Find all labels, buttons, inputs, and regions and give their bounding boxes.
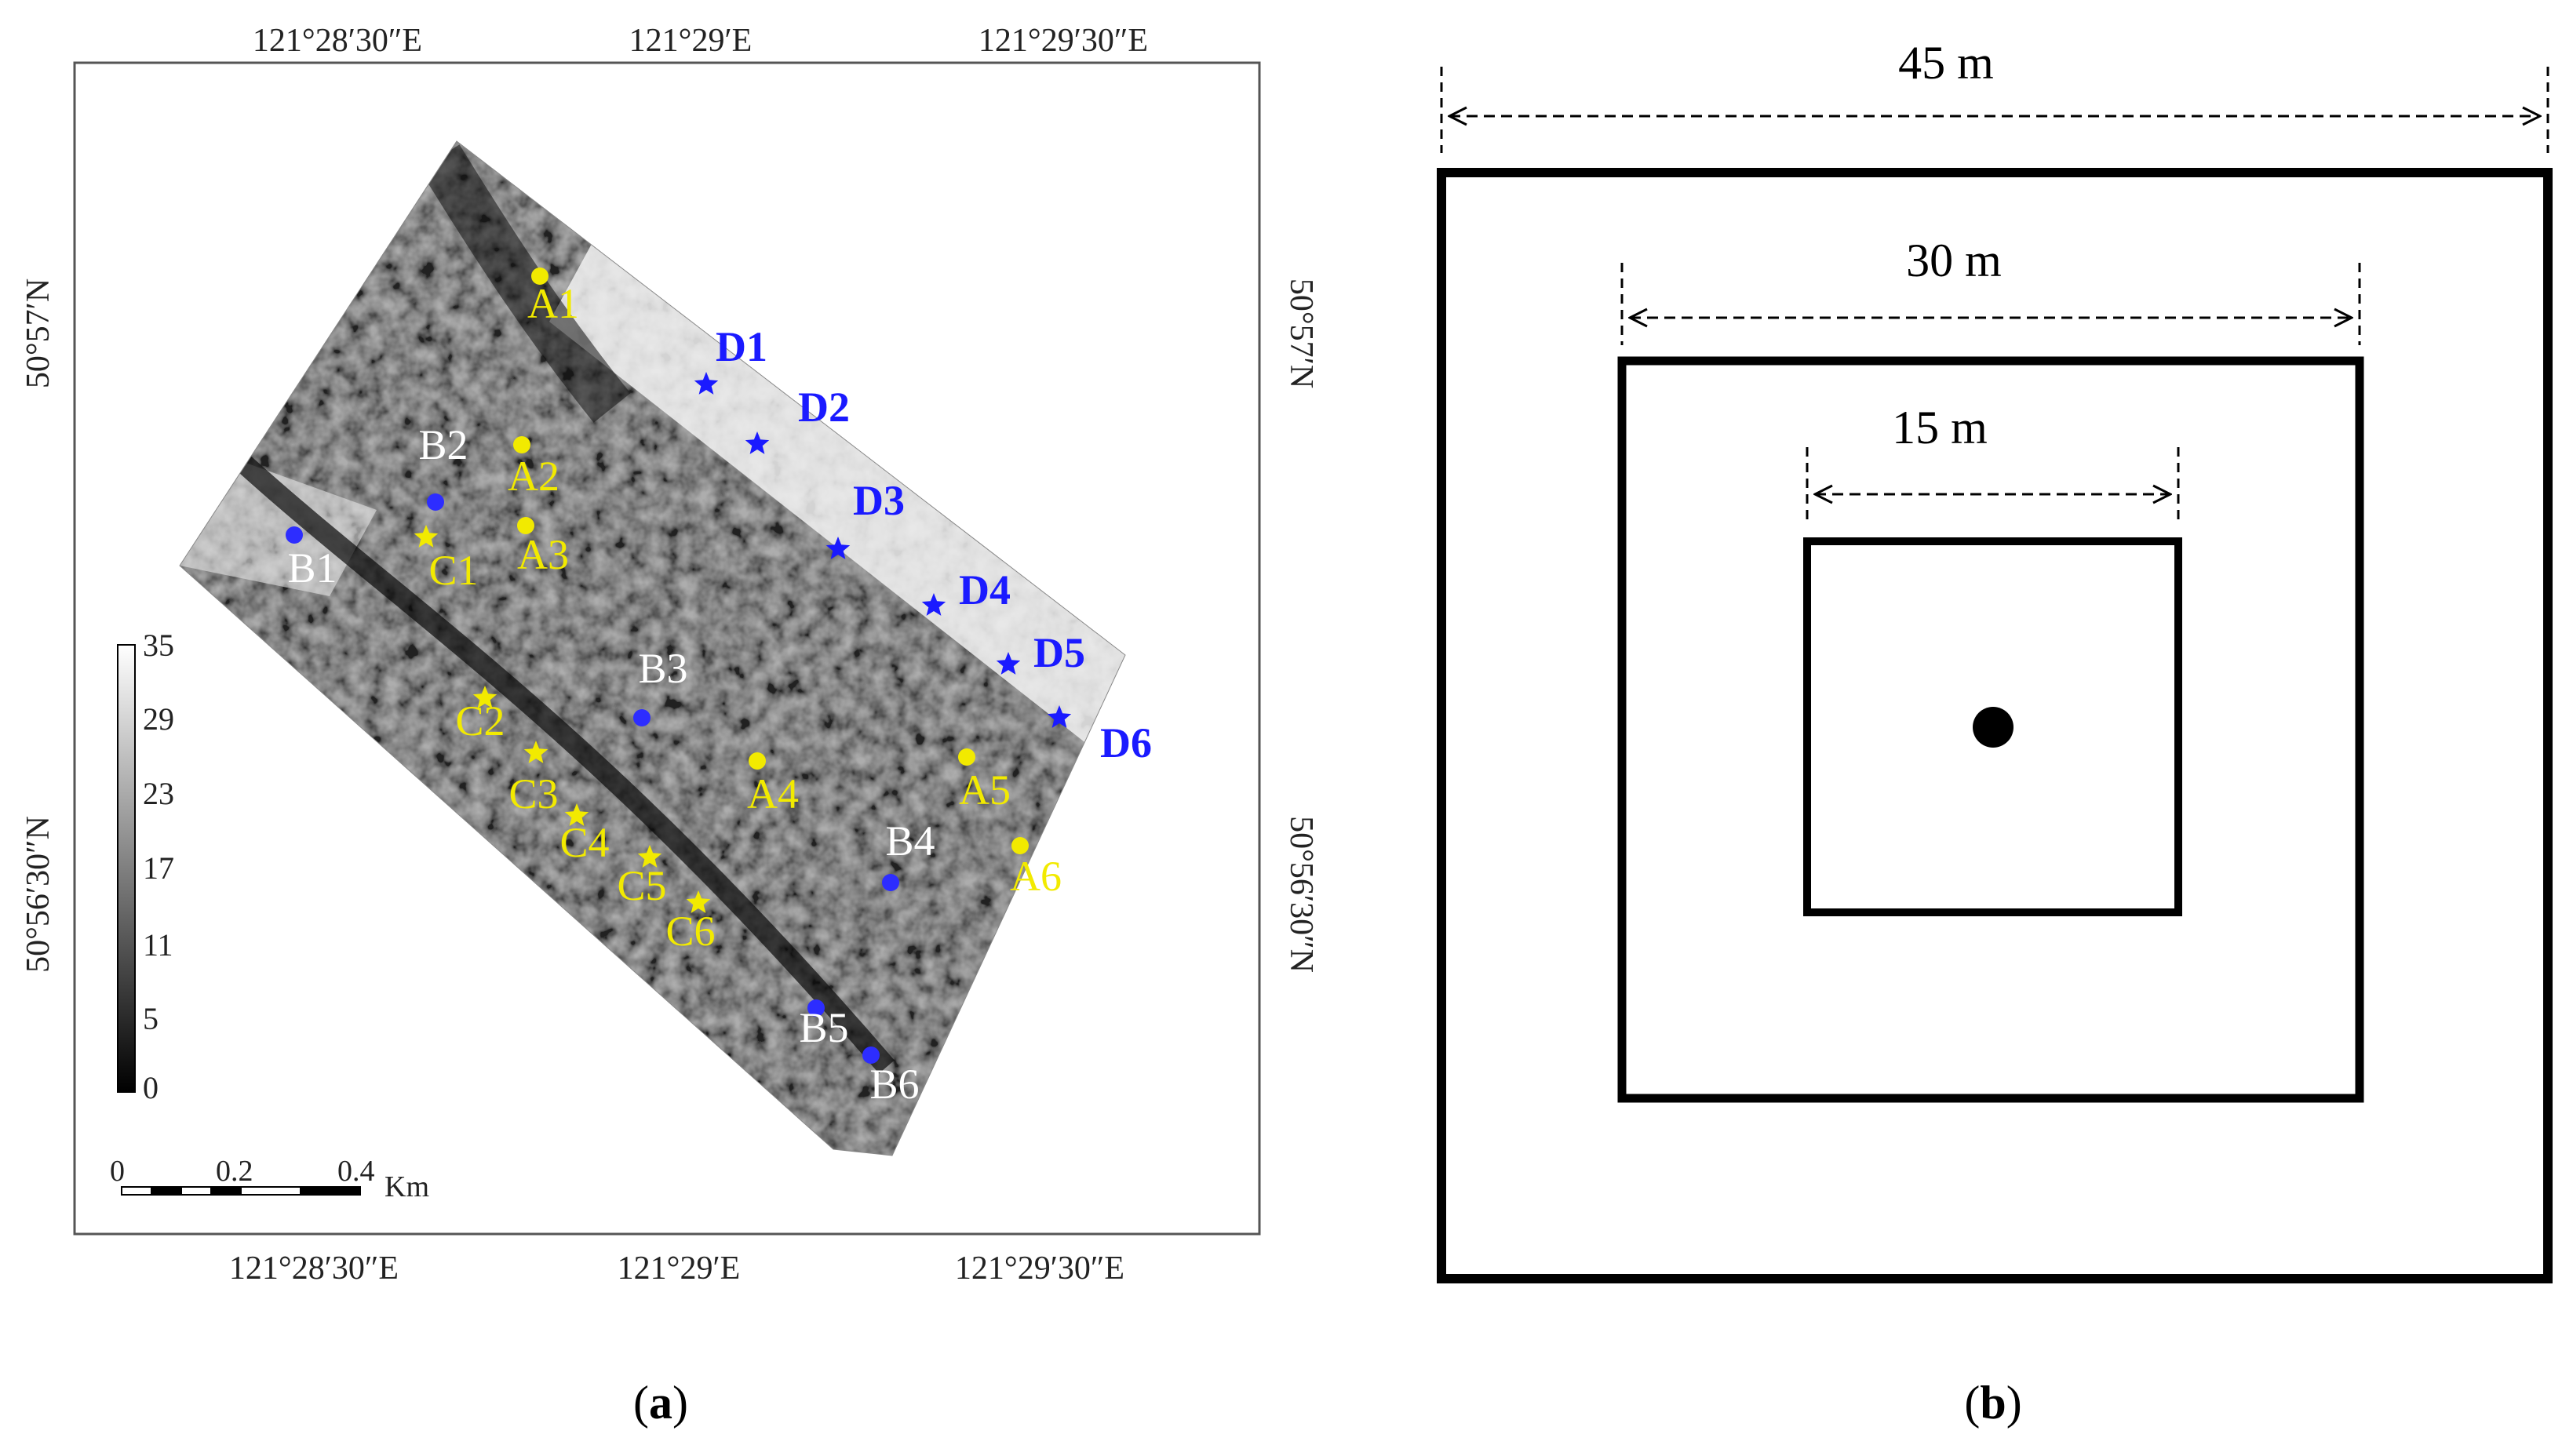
site-marker-b5 — [807, 999, 825, 1017]
site-label-a6: A6 — [1010, 853, 1062, 900]
site-marker-d3 — [825, 537, 851, 559]
site-marker-a4 — [749, 752, 766, 770]
top-tick-1: 121°28′30″E — [253, 23, 422, 59]
site-marker-b3 — [633, 709, 651, 726]
site-label-a5: A5 — [959, 766, 1011, 814]
site-label-c4: C4 — [559, 819, 609, 866]
site-marker-b6 — [862, 1046, 880, 1064]
site-label-a1: A1 — [527, 280, 579, 327]
left-tick-2: 50°56′30″N — [20, 816, 56, 973]
site-marker-c5 — [637, 845, 662, 868]
panel-b: 45 m 30 m 15 m (b) — [1437, 37, 2553, 1429]
site-label-d3: D3 — [853, 477, 905, 524]
colorbar-label-23: 23 — [143, 776, 174, 811]
site-marker-d2 — [745, 431, 770, 454]
site-marker-b1 — [286, 526, 303, 544]
site-marker-d4 — [921, 593, 946, 616]
site-label-b3: B3 — [638, 645, 687, 692]
scale-label-0: 0 — [110, 1155, 125, 1188]
colorbar-label-35: 35 — [143, 628, 174, 663]
site-label-c3: C3 — [508, 770, 558, 817]
site-label-b1: B1 — [287, 544, 337, 592]
site-marker-c6 — [686, 890, 711, 913]
site-label-b4: B4 — [885, 817, 935, 864]
panel-a: 121°28′30″E 121°29′E 121°29′30″E 121°28′… — [20, 23, 1319, 1429]
site-label-d2: D2 — [798, 384, 850, 431]
dimension-label-15m: 15 m — [1892, 402, 1988, 453]
top-tick-3: 121°29′30″E — [979, 23, 1148, 59]
colorbar-label-17: 17 — [143, 850, 174, 886]
right-tick-2: 50°56′30″N — [1283, 816, 1319, 973]
site-marker-b2 — [427, 493, 444, 511]
bottom-tick-2: 121°29′E — [618, 1250, 741, 1287]
plot-center-point — [1973, 707, 2014, 748]
site-label-a4: A4 — [747, 770, 799, 817]
site-marker-a5 — [958, 748, 975, 766]
bottom-coordinate-ticks: 121°28′30″E 121°29′E 121°29′30″E — [229, 1250, 1124, 1287]
dimension-label-45m: 45 m — [1898, 37, 1994, 89]
site-label-d4: D4 — [959, 566, 1011, 613]
site-label-c1: C1 — [428, 547, 478, 594]
plot-square-30m — [1617, 356, 2364, 1103]
colorbar: 35 29 23 17 11 5 0 — [117, 628, 174, 1105]
scale-bar: 0 0.2 0.4 Km — [110, 1155, 429, 1203]
bottom-tick-3: 121°29′30″E — [955, 1250, 1124, 1287]
site-marker-d6 — [1047, 705, 1072, 728]
site-marker-a1 — [531, 268, 548, 285]
bottom-tick-1: 121°28′30″E — [229, 1250, 399, 1287]
left-coordinate-ticks: 50°57′N 50°56′30″N — [20, 278, 56, 973]
site-label-b2: B2 — [418, 421, 468, 468]
plot-square-45m — [1437, 168, 2553, 1283]
site-marker-d5 — [996, 652, 1021, 675]
site-marker-c1 — [414, 525, 439, 548]
site-marker-c2 — [472, 686, 497, 708]
site-label-b6: B6 — [869, 1061, 919, 1108]
site-label-c6: C6 — [665, 908, 715, 955]
colorbar-label-0: 0 — [143, 1070, 159, 1105]
panel-a-caption: (a) — [633, 1377, 688, 1429]
colorbar-gradient — [117, 644, 136, 1093]
left-tick-1: 50°57′N — [20, 278, 56, 388]
scale-unit: Km — [384, 1170, 429, 1203]
top-tick-2: 121°29′E — [629, 23, 753, 59]
panel-b-caption: (b) — [1964, 1377, 2021, 1429]
right-tick-1: 50°57′N — [1283, 278, 1319, 388]
top-coordinate-ticks: 121°28′30″E 121°29′E 121°29′30″E — [253, 23, 1148, 59]
site-label-d5: D5 — [1033, 629, 1085, 676]
site-marker-c3 — [523, 741, 548, 763]
scale-label-0.2: 0.2 — [216, 1155, 253, 1188]
site-label-c5: C5 — [617, 862, 666, 909]
site-label-d6: D6 — [1100, 719, 1152, 766]
site-marker-a3 — [517, 517, 534, 534]
site-label-a2: A2 — [508, 453, 559, 500]
site-label-d1: D1 — [716, 323, 767, 370]
site-marker-a2 — [513, 436, 530, 453]
site-marker-d1 — [694, 372, 719, 395]
dimension-label-30m: 30 m — [1906, 235, 2002, 286]
right-coordinate-ticks: 50°57′N 50°56′30″N — [1283, 278, 1319, 973]
plot-square-15m — [1803, 537, 2182, 916]
site-marker-a6 — [1011, 837, 1029, 854]
site-label-b5: B5 — [799, 1004, 848, 1051]
colorbar-label-5: 5 — [143, 1001, 159, 1036]
site-marker-b4 — [882, 874, 899, 891]
site-marker-c4 — [564, 803, 589, 826]
colorbar-label-11: 11 — [143, 927, 173, 963]
colorbar-label-29: 29 — [143, 701, 174, 737]
site-label-a3: A3 — [517, 531, 569, 578]
scale-label-0.4: 0.4 — [337, 1155, 375, 1188]
site-label-c2: C2 — [455, 697, 505, 744]
